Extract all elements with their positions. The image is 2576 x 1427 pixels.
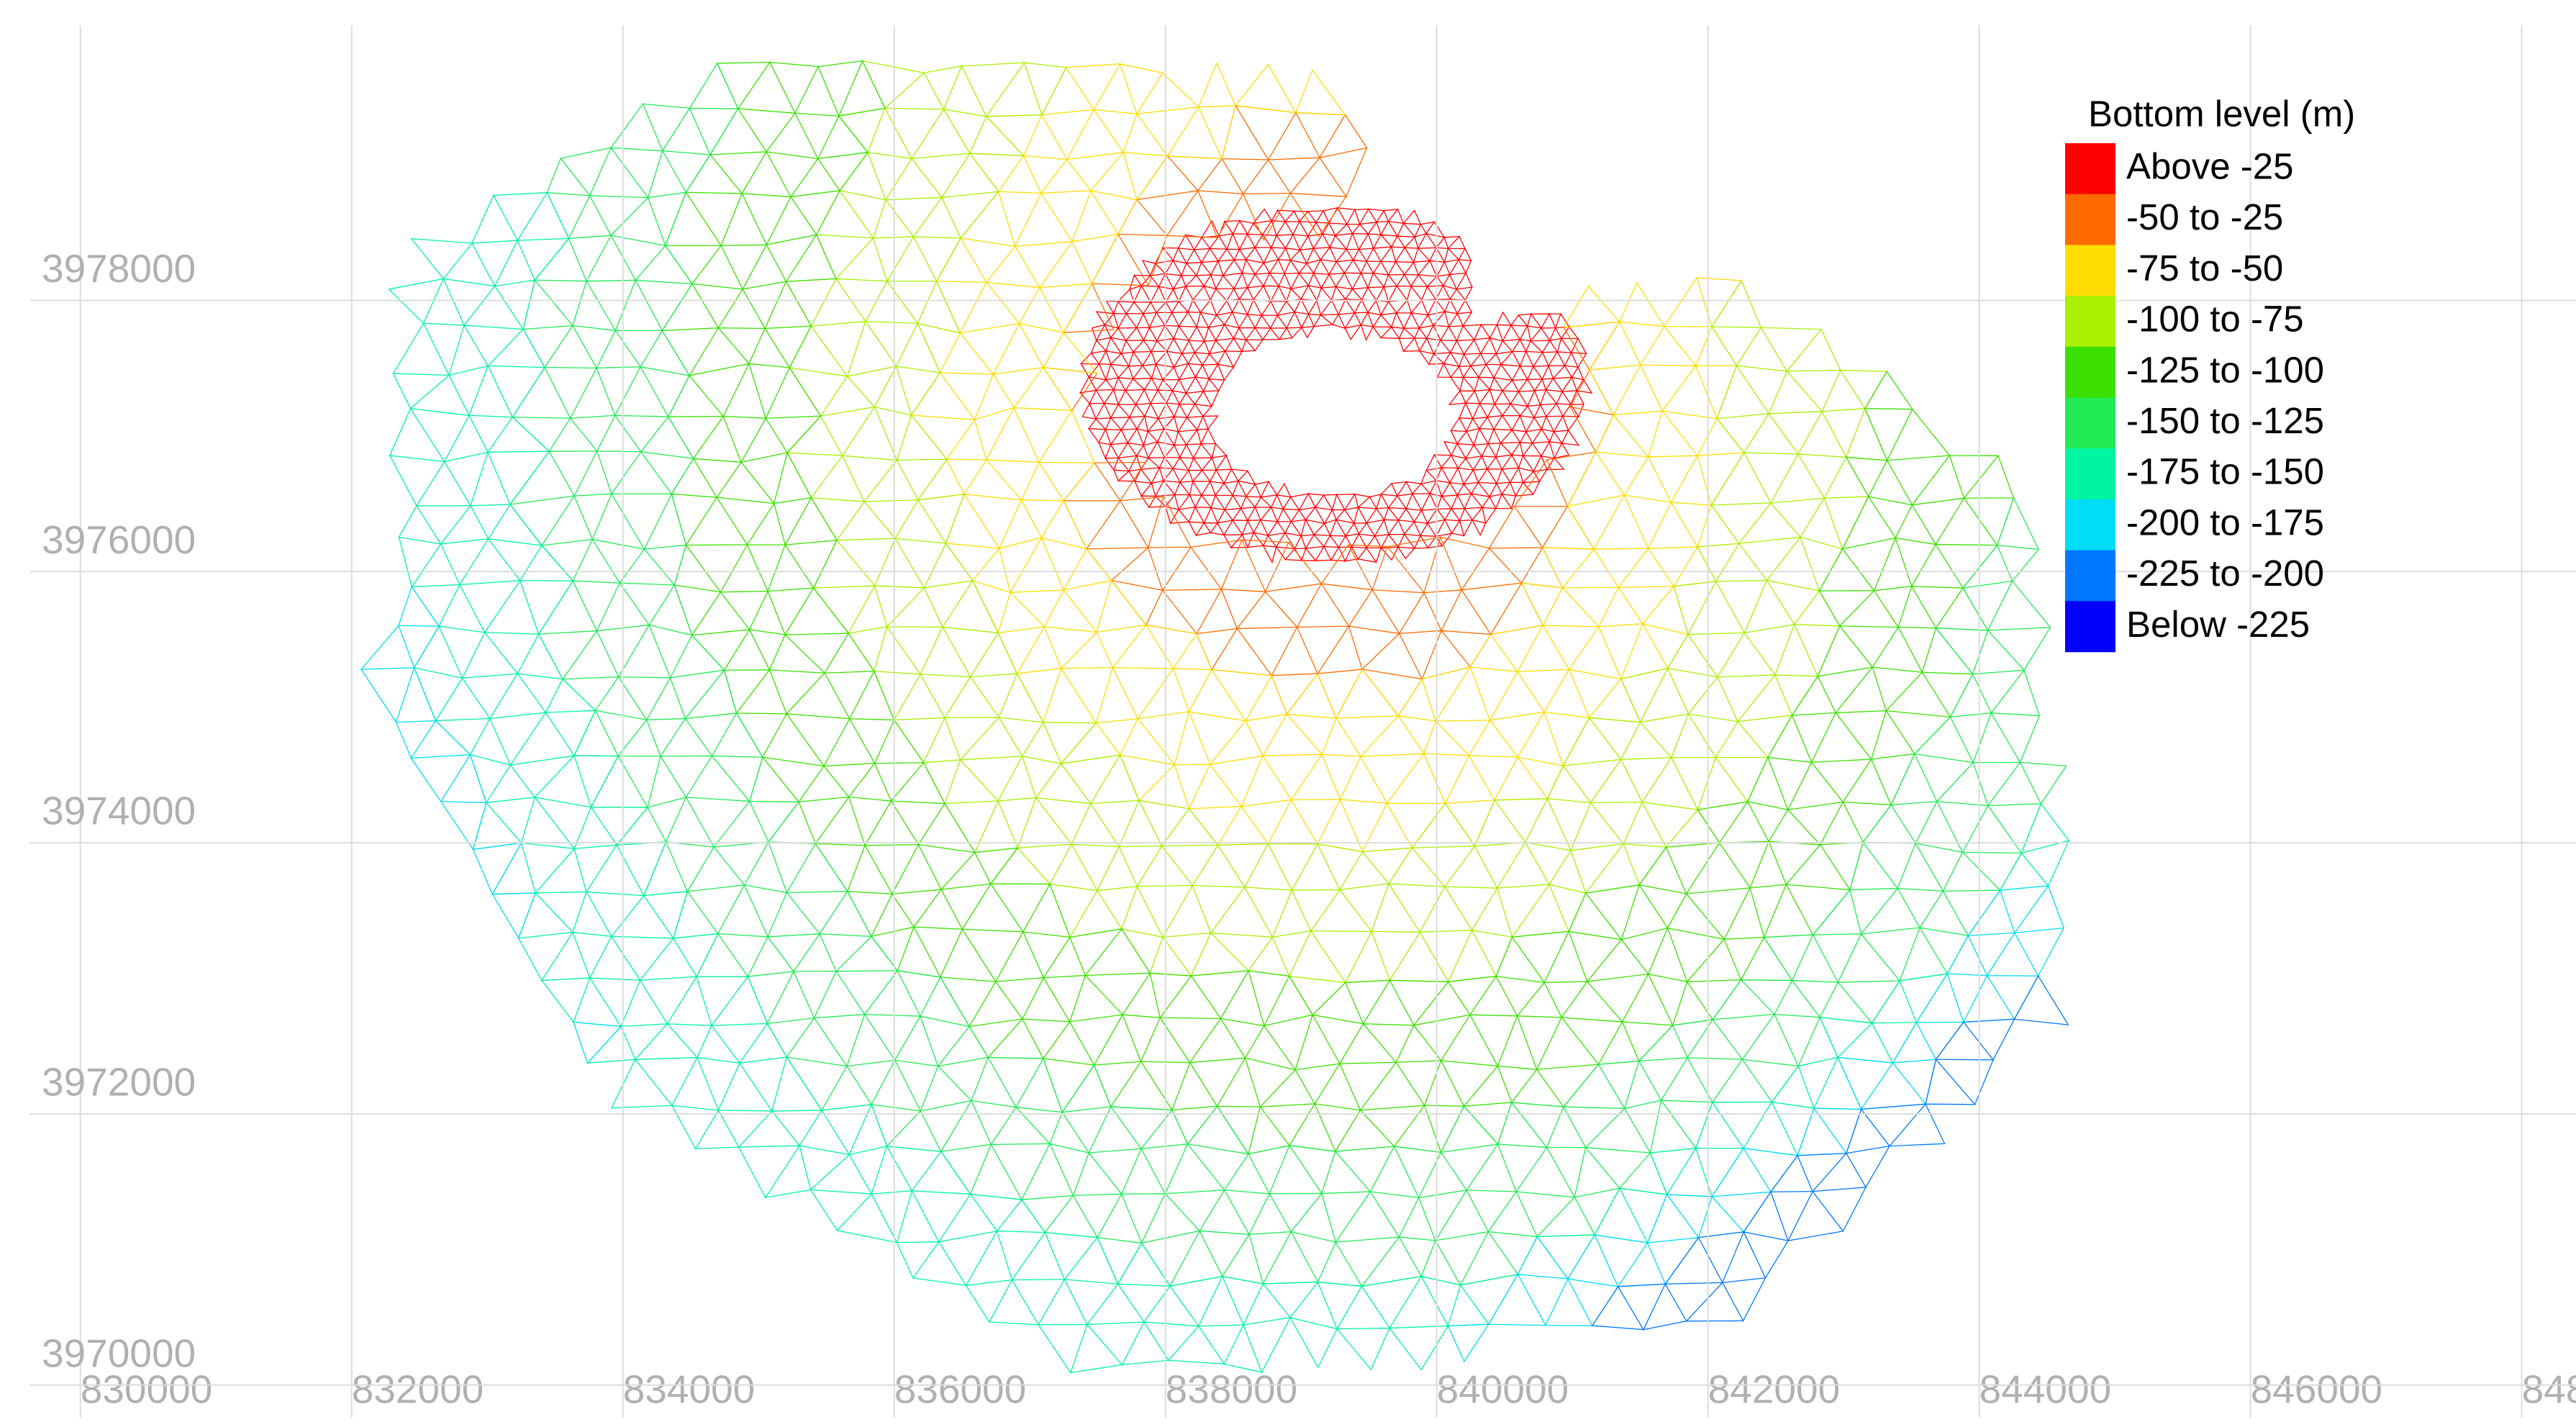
legend-swatch [2065, 194, 2115, 245]
x-tick-label: 836000 [894, 1367, 1027, 1412]
legend-swatch [2065, 245, 2115, 296]
legend-swatch [2065, 296, 2115, 348]
legend-swatch [2065, 143, 2115, 194]
legend-label: -100 to -75 [2126, 299, 2304, 340]
legend-swatch [2065, 346, 2115, 398]
y-tick-label: 3972000 [42, 1059, 196, 1104]
mesh-cells [1042, 104, 1621, 720]
legend-swatch [2065, 448, 2115, 500]
y-tick-label: 3978000 [42, 246, 196, 291]
axes: 830000 832000 834000 836000 838000 840000 8420… [30, 25, 2576, 1418]
legend-label: -50 to -25 [2126, 196, 2283, 237]
mesh-cells [1591, 974, 2069, 1331]
mesh-cells [1079, 207, 1593, 564]
legend-label: -225 to -200 [2126, 553, 2324, 594]
mesh-cells [388, 191, 2070, 1374]
legend-label: -150 to -125 [2126, 400, 2324, 441]
x-tick-label: 844000 [1979, 1367, 2112, 1412]
legend-title: Bottom level (m) [2088, 93, 2355, 134]
legend-label: Below -225 [2126, 604, 2310, 645]
x-tick-label: 840000 [1437, 1367, 1569, 1412]
y-tick-label: 3974000 [42, 789, 196, 833]
mesh [360, 60, 2070, 1374]
legend-label: -200 to -175 [2126, 502, 2324, 543]
x-tick-label: 832000 [352, 1367, 484, 1412]
x-tick-label: 830000 [81, 1367, 213, 1412]
legend-swatch [2065, 499, 2115, 551]
legend-label: -175 to -150 [2126, 451, 2324, 492]
y-tick-label: 3976000 [42, 517, 196, 562]
mesh-group [360, 60, 2070, 1374]
legend-swatch [2065, 601, 2115, 653]
legend-swatch [2065, 397, 2115, 449]
x-tick-label: 834000 [623, 1367, 756, 1412]
legend-label: -125 to -100 [2126, 349, 2324, 390]
mesh-cells [661, 60, 2015, 1156]
x-tick-label: 848000 [2522, 1367, 2576, 1412]
legend-label: Above -25 [2126, 145, 2294, 186]
x-tick-label: 838000 [1166, 1367, 1298, 1412]
legend-label: -75 to -50 [2126, 248, 2283, 289]
legend-swatch [2065, 550, 2115, 602]
x-tick-label: 842000 [1708, 1367, 1841, 1412]
x-tick-label: 846000 [2251, 1367, 2383, 1412]
y-tick-label: 3970000 [42, 1331, 196, 1375]
mesh-cells [785, 60, 1888, 1016]
